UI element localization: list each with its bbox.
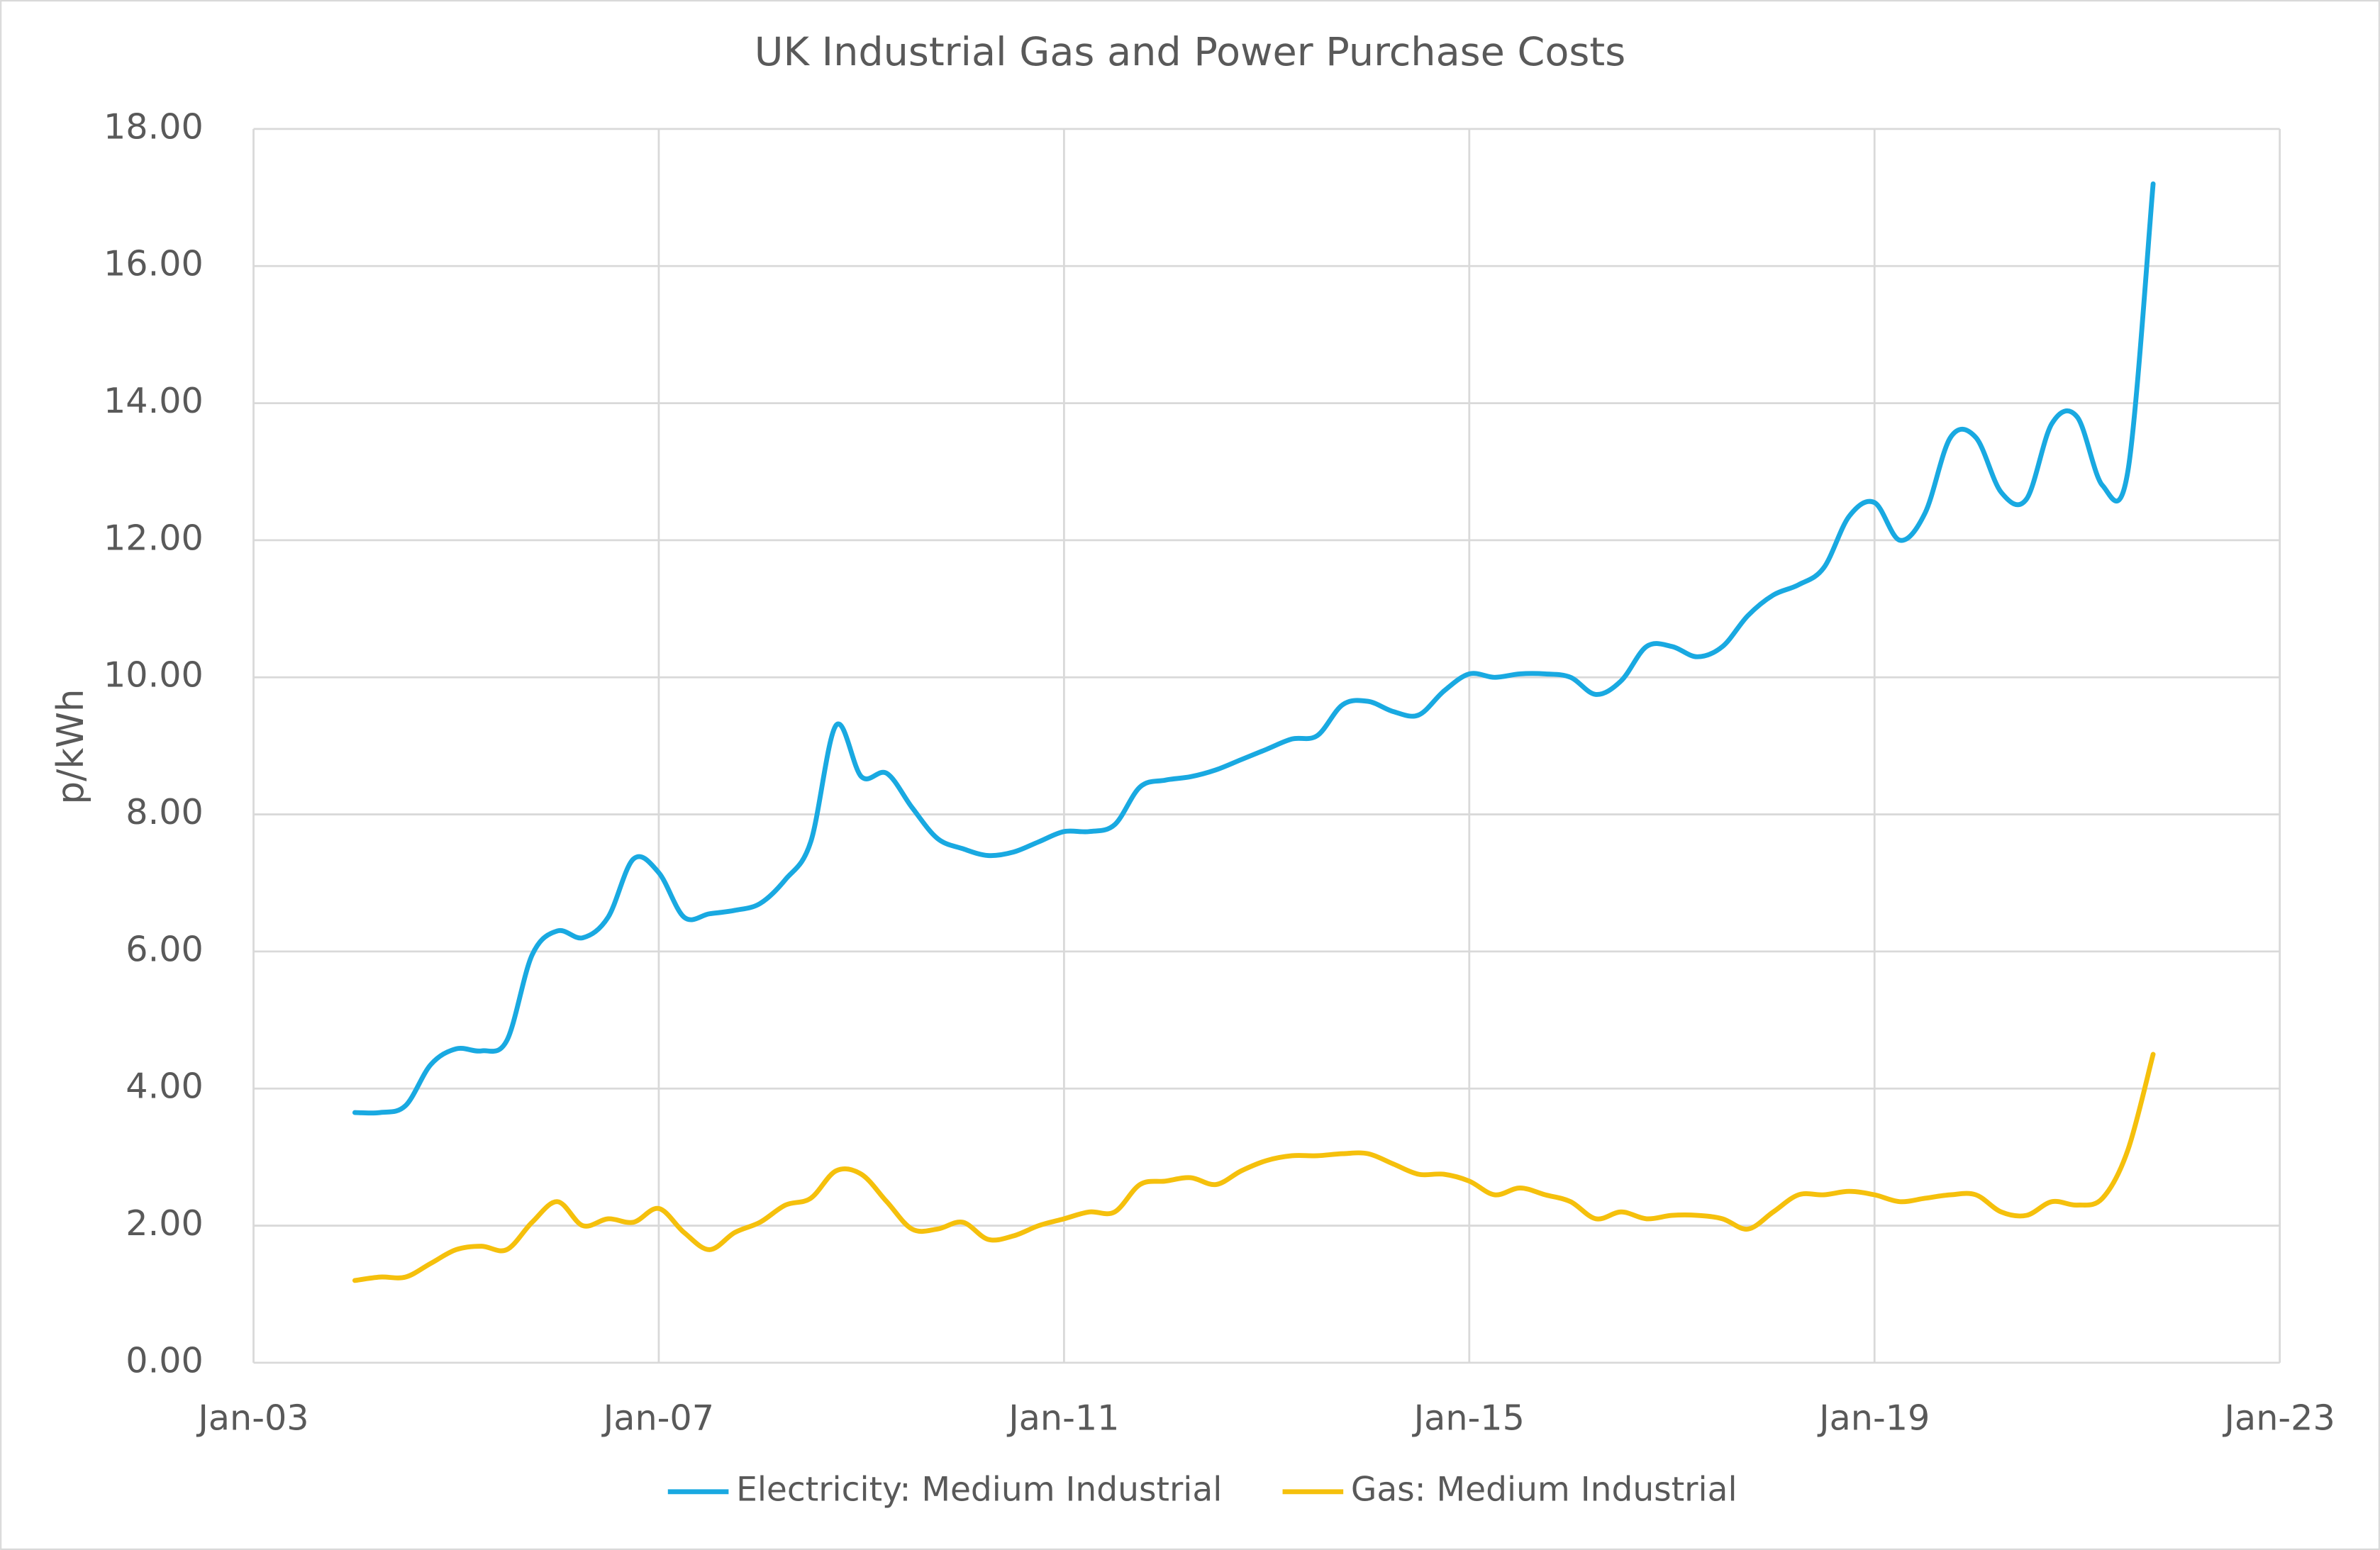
x-tick-label: Jan-11 <box>1006 1398 1119 1439</box>
y-axis-label: p/kWh <box>50 688 92 804</box>
y-tick-label: 14.00 <box>104 380 204 421</box>
y-tick-label: 0.00 <box>126 1339 204 1381</box>
y-tick-label: 10.00 <box>104 654 204 696</box>
y-tick-label: 2.00 <box>126 1203 204 1244</box>
x-tick-label: Jan-03 <box>196 1398 308 1439</box>
x-tick-label: Jan-07 <box>601 1398 714 1439</box>
y-tick-label: 6.00 <box>126 928 204 969</box>
y-tick-label: 12.00 <box>104 517 204 558</box>
y-tick-label: 8.00 <box>126 791 204 832</box>
y-tick-label: 4.00 <box>126 1066 204 1107</box>
x-tick-label: Jan-15 <box>1412 1398 1525 1439</box>
data-line <box>352 181 2156 1116</box>
chart-title: UK Industrial Gas and Power Purchase Cos… <box>755 29 1625 75</box>
y-tick-label: 16.00 <box>104 243 204 284</box>
data-line <box>352 1052 2156 1283</box>
x-tick-label: Jan-19 <box>1817 1398 1930 1439</box>
x-tick-label: Jan-23 <box>2223 1398 2335 1439</box>
legend-label: Electricity: Medium Industrial <box>736 1470 1222 1509</box>
y-tick-label: 18.00 <box>104 106 204 147</box>
legend-label: Gas: Medium Industrial <box>1351 1470 1737 1509</box>
